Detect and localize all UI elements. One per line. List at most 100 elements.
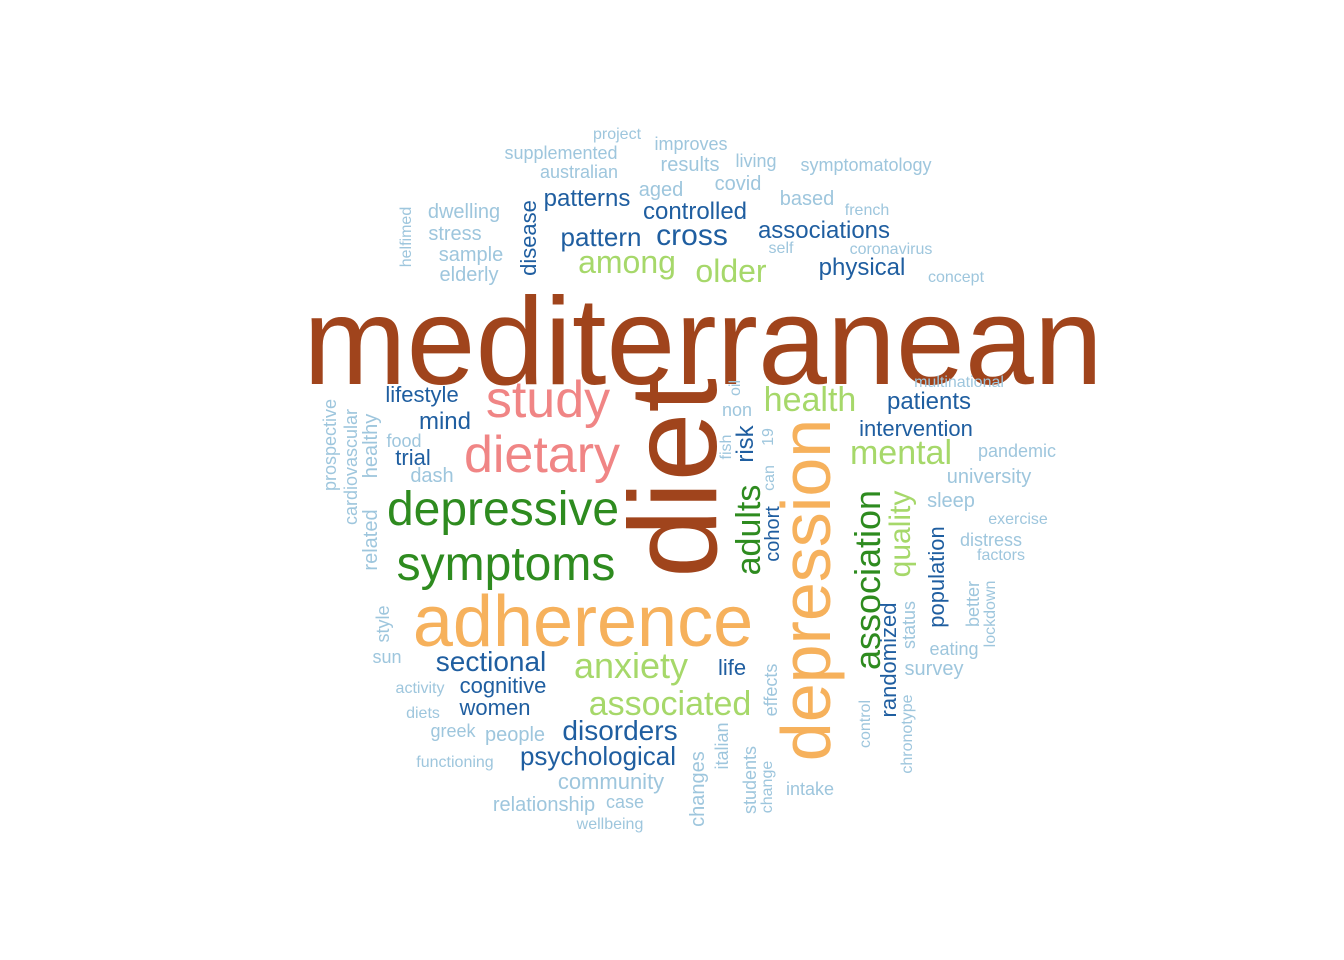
word-french: french: [844, 202, 890, 219]
word-sectional: sectional: [435, 646, 547, 677]
word-sample: sample: [438, 244, 504, 266]
word-diets: diets: [406, 705, 440, 722]
word-wellbeing: wellbeing: [576, 816, 644, 833]
word-pandemic: pandemic: [977, 441, 1057, 461]
word-greek: greek: [430, 721, 476, 741]
word-based: based: [779, 188, 835, 210]
word-exercise: exercise: [988, 511, 1048, 528]
word-mental: mental: [849, 434, 953, 472]
word-depressive: depressive: [386, 483, 620, 536]
word-cognitive: cognitive: [459, 673, 547, 698]
word-depression: depression: [767, 418, 845, 762]
word-case: case: [605, 792, 645, 812]
word-intake: intake: [785, 779, 835, 799]
word-psychological: psychological: [519, 741, 677, 771]
word-relationship: relationship: [492, 794, 596, 816]
word-status: status: [899, 600, 919, 650]
word-students: students: [740, 745, 760, 815]
word-lifestyle: lifestyle: [385, 382, 459, 407]
word-population: population: [924, 526, 949, 628]
word-sun: sun: [372, 647, 402, 667]
word-healthy: healthy: [360, 413, 382, 479]
word-adults: adults: [730, 484, 768, 576]
word-cohort: cohort: [762, 506, 784, 562]
word-covid: covid: [714, 173, 762, 195]
word-symptoms: symptoms: [396, 538, 616, 591]
word-survey: survey: [904, 658, 964, 680]
word-life: life: [717, 655, 747, 680]
word-randomized: randomized: [876, 602, 901, 718]
word-fish: fish: [718, 434, 735, 460]
word-style: style: [373, 605, 393, 643]
word-health: health: [763, 381, 857, 419]
word-dash: dash: [410, 465, 454, 487]
word-living: living: [735, 151, 777, 171]
word-cross: cross: [656, 219, 728, 252]
word-aged: aged: [638, 179, 684, 201]
word-cardiovascular: cardiovascular: [341, 408, 361, 526]
word-factors: factors: [976, 547, 1026, 564]
word-patients: patients: [886, 388, 972, 415]
word-sleep: sleep: [927, 490, 975, 512]
word-symptomatology: symptomatology: [800, 155, 932, 175]
word-multinational: multinational: [914, 374, 1004, 391]
word-mediterranean: mediterranean: [303, 273, 1103, 411]
word-19: 19: [760, 428, 777, 446]
word-associated: associated: [588, 685, 752, 723]
word-women: women: [459, 695, 531, 720]
word-activity: activity: [395, 680, 445, 697]
word-diet: diet: [605, 378, 743, 578]
word-elderly: elderly: [439, 264, 499, 286]
word-prospective: prospective: [320, 398, 340, 492]
word-oil: oil: [727, 379, 744, 397]
word-non: non: [721, 400, 753, 420]
word-italian: italian: [712, 722, 732, 770]
word-dwelling: dwelling: [427, 201, 501, 223]
word-australian: australian: [539, 162, 619, 182]
word-trial: trial: [395, 445, 431, 470]
word-older: older: [695, 253, 767, 289]
word-eating: eating: [929, 639, 979, 659]
word-better: better: [963, 580, 983, 628]
word-mind: mind: [418, 408, 472, 435]
word-adherence: adherence: [412, 582, 754, 662]
word-functioning: functioning: [416, 754, 494, 771]
word-control: control: [857, 699, 874, 749]
word-distress: distress: [959, 530, 1023, 550]
word-associations: associations: [757, 217, 891, 244]
word-self: self: [768, 240, 794, 257]
word-people: people: [484, 724, 546, 746]
word-concept: concept: [927, 269, 985, 286]
word-dietary: dietary: [463, 426, 621, 484]
word-disorders: disorders: [562, 715, 678, 746]
word-chronotype: chronotype: [899, 694, 916, 774]
word-supplemented: supplemented: [504, 143, 618, 163]
word-anxiety: anxiety: [573, 645, 689, 686]
word-food: food: [386, 431, 422, 451]
word-stress: stress: [428, 223, 482, 245]
word-study: study: [485, 371, 611, 429]
word-controlled: controlled: [642, 198, 748, 225]
word-pattern: pattern: [560, 222, 642, 252]
word-related: related: [360, 509, 382, 571]
word-intervention: intervention: [859, 416, 973, 441]
word-physical: physical: [818, 254, 906, 281]
word-disease: disease: [516, 200, 541, 276]
word-patterns: patterns: [543, 185, 631, 212]
word-project: project: [592, 126, 642, 143]
word-among: among: [578, 244, 676, 280]
word-coronavirus: coronavirus: [849, 241, 933, 258]
word-university: university: [946, 466, 1032, 488]
word-helfimed: helfimed: [398, 206, 415, 268]
word-community: community: [557, 769, 665, 794]
word-can: can: [761, 465, 778, 491]
word-change: change: [759, 760, 776, 814]
word-quality: quality: [884, 490, 917, 578]
word-risk: risk: [732, 425, 759, 463]
word-effects: effects: [761, 663, 781, 717]
word-results: results: [660, 154, 720, 176]
word-improves: improves: [654, 134, 728, 154]
word-changes: changes: [687, 751, 709, 827]
word-lockdown: lockdown: [982, 580, 999, 648]
